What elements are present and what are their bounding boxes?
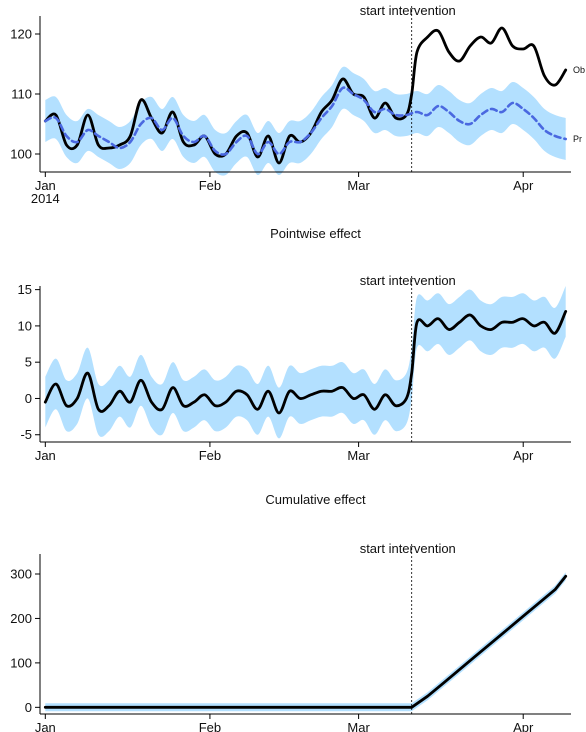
confidence-band	[45, 286, 566, 439]
x-tick-label: Mar	[347, 720, 370, 732]
y-tick-label: 100	[10, 655, 32, 670]
y-tick-label: -5	[20, 427, 32, 442]
observed-line	[43, 26, 568, 165]
predicted-line	[44, 86, 567, 156]
y-tick-label: 300	[10, 567, 32, 582]
y-tick-label: 5	[25, 355, 32, 370]
x-tick-label: Apr	[513, 178, 534, 193]
x-tick-label: Jan	[35, 720, 56, 732]
confidence-band	[45, 572, 566, 712]
y-tick-label: 100	[10, 147, 32, 162]
pointwise-panel: Pointwise effect start intervention -5 0 5 10…	[18, 226, 571, 463]
pointwise-line	[43, 310, 568, 415]
x-tick-label: Feb	[199, 178, 221, 193]
x-year-label: 2014	[31, 191, 60, 206]
y-tick-label: 110	[11, 87, 32, 102]
panel-title: Cumulative effect	[265, 492, 366, 507]
original-panel: start intervention 100 110 120 Jan Feb Mar Apr 2…	[10, 3, 585, 206]
legend-predicted: Pr	[573, 134, 582, 144]
y-tick-label: 0	[25, 700, 32, 715]
x-tick-label: Jan	[35, 448, 56, 463]
y-tick-label: 120	[10, 27, 32, 42]
y-tick-label: 0	[25, 391, 32, 406]
x-tick-label: Apr	[513, 720, 534, 732]
x-tick-label: Apr	[513, 448, 534, 463]
x-tick-label: Jan	[35, 178, 56, 193]
confidence-band	[45, 66, 566, 176]
x-tick-label: Mar	[347, 178, 370, 193]
intervention-label: start intervention	[360, 541, 456, 556]
legend-observed: Ob	[573, 65, 585, 75]
x-tick-label: Feb	[199, 720, 221, 732]
panel-title: Pointwise effect	[270, 226, 361, 241]
intervention-label: start intervention	[360, 3, 456, 18]
y-tick-label: 15	[18, 282, 32, 297]
x-tick-label: Mar	[347, 448, 370, 463]
y-tick-label: 10	[18, 318, 32, 333]
x-tick-label: Feb	[199, 448, 221, 463]
intervention-label: start intervention	[360, 273, 456, 288]
cumulative-line	[43, 574, 568, 709]
cumulative-panel: Cumulative effect start intervention 0 100 2…	[10, 492, 571, 732]
y-tick-label: 200	[10, 611, 32, 626]
